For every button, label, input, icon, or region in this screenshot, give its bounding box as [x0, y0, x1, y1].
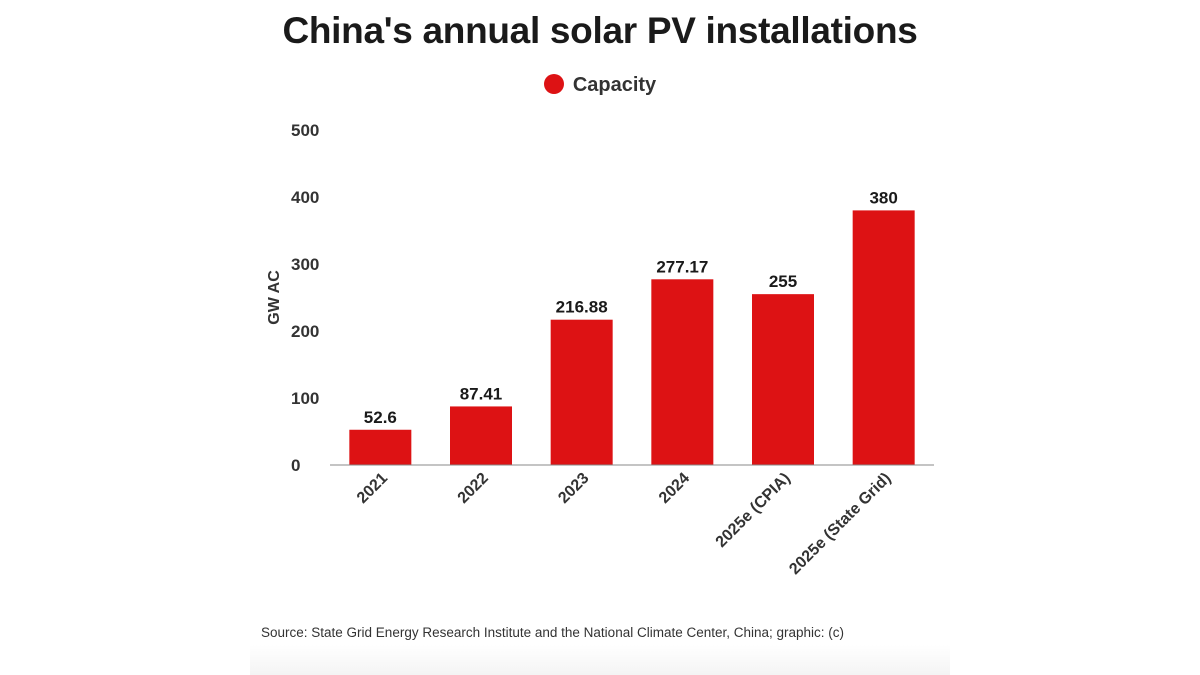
bar-value-label: 87.41 [460, 384, 503, 403]
legend-swatch [543, 74, 564, 94]
y-tick-label: 500 [291, 121, 319, 140]
x-tick-label: 2025e (State Grid) [786, 470, 894, 578]
y-tick-label: 100 [291, 389, 319, 408]
bar-value-label: 277.17 [656, 257, 708, 276]
bar [852, 210, 915, 465]
bar-value-label: 216.88 [556, 298, 608, 317]
y-tick-label: 400 [291, 188, 319, 207]
x-tick-label: 2024 [656, 470, 693, 507]
bar [651, 279, 714, 465]
chart-card: China's annual solar PV installations Ca… [250, 0, 950, 675]
y-tick-label: 0 [291, 456, 300, 475]
y-tick-label: 300 [291, 255, 319, 274]
y-tick-label: 200 [291, 322, 319, 341]
bar-value-label: 380 [869, 188, 897, 207]
bar [550, 319, 613, 465]
chart-legend: Capacity [250, 74, 950, 97]
x-tick-label: 2021 [354, 470, 391, 507]
bar-chart: 0 100 200 300 400 500 GW AC 52.6 2021 87.41 2022 21… [266, 121, 934, 578]
bar-value-label: 52.6 [364, 408, 397, 427]
bottom-fade [250, 645, 950, 675]
bar-value-label: 255 [769, 272, 797, 291]
x-tick-label: 2022 [455, 470, 492, 507]
bar [752, 294, 814, 465]
legend-label: Capacity [572, 74, 657, 96]
bar [349, 429, 412, 465]
y-axis-label: GW AC [266, 270, 283, 325]
x-tick-label: 2023 [555, 470, 592, 507]
x-tick-label: 2025e (CPIA) [713, 470, 794, 551]
bar [450, 406, 512, 465]
chart-title: China's annual solar PV installations [282, 10, 918, 51]
